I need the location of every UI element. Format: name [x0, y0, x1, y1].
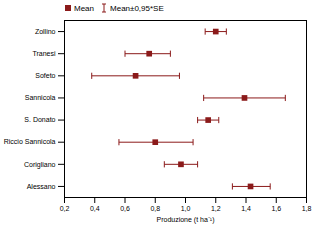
svg-text:Zollino: Zollino [35, 28, 56, 35]
svg-text:0,2: 0,2 [60, 205, 70, 212]
svg-text:1,8: 1,8 [302, 205, 312, 212]
html-text:Mean±0,95*SE: Mean±0,95*SE [110, 3, 164, 13]
svg-text:1,2: 1,2 [211, 205, 221, 212]
svg-text:1,6: 1,6 [271, 205, 281, 212]
svg-text:Alessano: Alessano [27, 183, 56, 190]
svg-text:0,6: 0,6 [120, 205, 130, 212]
svg-text:0,8: 0,8 [150, 205, 160, 212]
svg-text:1,4: 1,4 [241, 205, 251, 212]
svg-text:S. Donato: S. Donato [24, 116, 55, 123]
svg-text:1,0: 1,0 [181, 205, 191, 212]
svg-text:Riccio Sannicola: Riccio Sannicola [4, 138, 56, 145]
svg-text:Tranesi: Tranesi [32, 50, 56, 57]
svg-text:Produzione (t ha⁻¹): Produzione (t ha⁻¹) [156, 216, 214, 224]
html-text:Mean: Mean [74, 3, 94, 13]
svg-text:Sannicola: Sannicola [25, 94, 56, 101]
svg-text:0,4: 0,4 [90, 205, 100, 212]
svg-text:Sofeto: Sofeto [35, 72, 55, 79]
svg-text:Corigliano: Corigliano [24, 161, 56, 169]
